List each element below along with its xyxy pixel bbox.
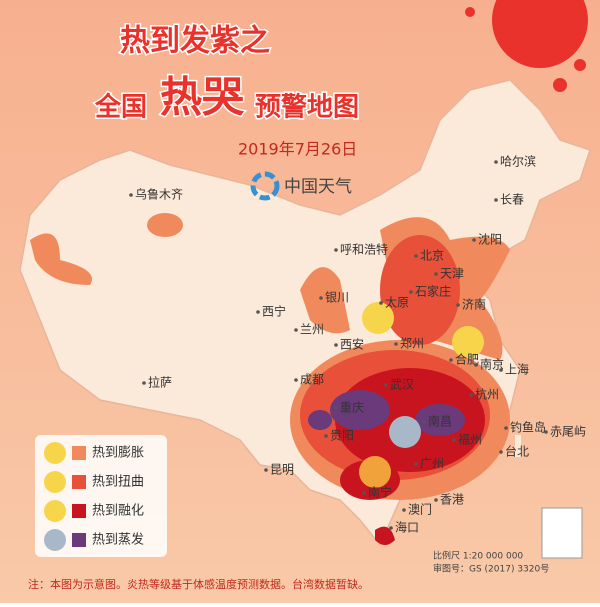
city-label: 南昌	[428, 414, 452, 429]
city-dot	[544, 430, 548, 434]
legend-icon	[44, 471, 66, 493]
approval: 审图号：GS (2017) 3320号	[433, 563, 549, 575]
city-dot	[256, 310, 260, 314]
city-dot	[414, 254, 418, 258]
city-label: 济南	[462, 297, 486, 312]
brand-logo	[250, 171, 280, 201]
city-label: 合肥	[455, 352, 479, 367]
city-label: 哈尔滨	[500, 154, 536, 169]
city-dot	[499, 450, 503, 454]
legend-swatch	[72, 475, 86, 489]
city-label: 赤尾屿	[550, 425, 586, 439]
city-label: 南京	[480, 357, 504, 372]
city-dot	[142, 381, 146, 385]
city-dot	[264, 468, 268, 472]
legend-label: 热到蒸发	[92, 532, 144, 548]
city-label: 杭州	[475, 387, 499, 402]
city-dot	[452, 438, 456, 442]
date: 2019年7月26日	[238, 140, 357, 159]
city-label: 贵阳	[330, 429, 354, 443]
city-dot	[409, 290, 413, 294]
legend-icon	[44, 500, 66, 522]
city-dot	[129, 193, 133, 197]
city-dot	[394, 342, 398, 346]
city-label: 西安	[340, 337, 364, 352]
south-sea-inset	[541, 507, 583, 559]
city-label: 上海	[505, 362, 529, 377]
city-dot	[324, 434, 328, 438]
city-label: 钓鱼岛	[510, 420, 546, 435]
legend-label: 热到融化	[92, 504, 144, 519]
brand: 中国天气	[284, 177, 352, 197]
title-line1: 热到发紫之	[120, 24, 270, 59]
city-label: 石家庄	[415, 284, 451, 299]
city-dot	[334, 248, 338, 252]
title-part: 预警地图	[255, 92, 359, 123]
city-label: 广州	[420, 457, 444, 471]
city-dot	[334, 343, 338, 347]
city-dot	[319, 296, 323, 300]
city-label: 台北	[505, 444, 529, 459]
city-label: 长春	[500, 193, 524, 207]
note: 注：本图为示意图。炎热等级基于体感温度预测数据。台湾数据暂缺。	[28, 577, 369, 591]
legend-swatch	[72, 533, 86, 547]
city-label: 南宁	[368, 485, 392, 500]
city-dot	[456, 303, 460, 307]
city-dot	[494, 160, 498, 164]
city-label: 乌鲁木齐	[135, 187, 183, 202]
city-dot	[494, 198, 498, 202]
city-label: 澳门	[408, 502, 432, 517]
city-dot	[499, 368, 503, 372]
city-dot	[402, 508, 406, 512]
legend-label: 热到扭曲	[92, 475, 144, 490]
legend-swatch	[72, 446, 86, 460]
city-dot	[472, 238, 476, 242]
legend-label: 热到膨胀	[92, 446, 144, 461]
city-dot	[384, 383, 388, 387]
city-dot	[434, 498, 438, 502]
city-label: 沈阳	[478, 232, 502, 247]
legend-icon	[44, 442, 66, 464]
city-label: 海口	[395, 520, 419, 535]
city-dot	[379, 301, 383, 305]
emoji-markers	[359, 302, 484, 488]
city-label: 呼和浩特	[340, 242, 388, 257]
sun	[465, 0, 588, 92]
city-label: 香港	[440, 493, 464, 507]
city-label: 郑州	[400, 336, 424, 351]
city-label: 北京	[420, 249, 444, 263]
city-dot	[504, 426, 508, 430]
city-dot	[294, 328, 298, 332]
city-dot	[389, 526, 393, 530]
city-label: 重庆	[340, 401, 364, 415]
city-label: 昆明	[270, 463, 294, 477]
city-label: 天津	[440, 267, 464, 281]
scale: 比例尺 1:20 000 000	[433, 550, 523, 562]
city-dot	[294, 378, 298, 382]
city-label: 拉萨	[148, 375, 172, 390]
city-dot	[362, 491, 366, 495]
title-part: 全国	[94, 92, 147, 123]
city-label: 武汉	[390, 378, 414, 392]
city-label: 西宁	[262, 304, 286, 319]
title-part: 热哭	[160, 73, 245, 122]
city-label: 银川	[325, 291, 349, 305]
city-label: 太原	[385, 295, 409, 310]
city-dot	[449, 358, 453, 362]
legend-swatch	[72, 504, 86, 518]
city-dot	[469, 393, 473, 397]
city-label: 兰州	[300, 323, 324, 337]
city-dot	[474, 363, 478, 367]
city-label: 福州	[458, 432, 482, 447]
city-label: 成都	[300, 373, 324, 387]
city-dot	[414, 462, 418, 466]
city-dot	[422, 420, 426, 424]
legend-icon	[44, 529, 66, 551]
city-dot	[434, 272, 438, 276]
city-dot	[334, 406, 338, 410]
